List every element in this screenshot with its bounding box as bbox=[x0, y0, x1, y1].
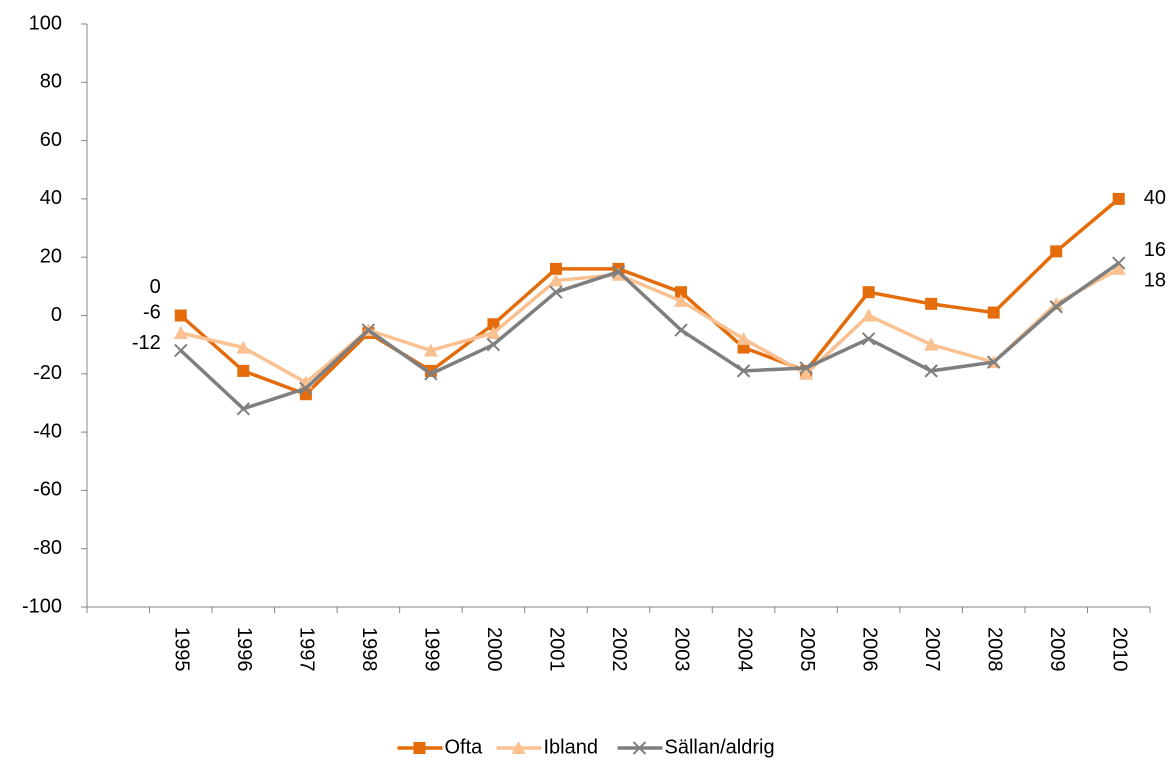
marker bbox=[632, 741, 647, 755]
legend-label: Ibland bbox=[544, 736, 599, 758]
marker bbox=[237, 364, 250, 377]
marker bbox=[1112, 256, 1126, 270]
marker bbox=[1050, 245, 1063, 258]
y-tick-label: -100 bbox=[22, 595, 62, 617]
x-tick-label: 2009 bbox=[1046, 627, 1068, 672]
x-tick-label: 2001 bbox=[546, 627, 568, 672]
marker bbox=[799, 361, 813, 375]
data-label: 18 bbox=[1144, 269, 1166, 291]
marker bbox=[424, 367, 438, 381]
marker bbox=[173, 325, 188, 339]
x-tick-label: 2010 bbox=[1108, 627, 1130, 672]
data-label: 40 bbox=[1144, 187, 1166, 209]
marker bbox=[413, 742, 426, 754]
legend-label: Ofta bbox=[445, 736, 484, 758]
marker bbox=[799, 366, 814, 380]
data-label: 16 bbox=[1144, 239, 1166, 261]
x-tick-label: 2003 bbox=[671, 627, 693, 672]
marker bbox=[549, 262, 562, 275]
marker bbox=[548, 273, 563, 287]
data-label: -12 bbox=[132, 332, 161, 354]
y-tick-label: 0 bbox=[51, 304, 62, 326]
marker bbox=[736, 331, 751, 345]
y-tick-label: 20 bbox=[40, 245, 62, 267]
x-tick-label: 1997 bbox=[296, 627, 318, 672]
marker bbox=[174, 309, 187, 322]
marker bbox=[924, 364, 938, 378]
marker bbox=[611, 267, 626, 281]
x-tick-label: 2005 bbox=[796, 627, 818, 672]
marker bbox=[924, 337, 939, 351]
marker bbox=[987, 306, 1000, 319]
marker bbox=[861, 308, 876, 322]
marker bbox=[674, 323, 688, 337]
x-tick-label: 1999 bbox=[421, 627, 443, 672]
marker bbox=[174, 343, 188, 358]
y-tick-label: 80 bbox=[40, 71, 62, 93]
x-tick-label: 2004 bbox=[733, 627, 755, 672]
data-label: -6 bbox=[143, 301, 161, 323]
x-tick-label: 1998 bbox=[358, 627, 380, 672]
marker bbox=[236, 402, 251, 416]
marker bbox=[986, 355, 1001, 369]
marker bbox=[486, 337, 501, 352]
line bbox=[180, 267, 1120, 385]
line bbox=[179, 261, 1120, 411]
marker bbox=[611, 265, 626, 279]
marker bbox=[1111, 261, 1126, 275]
marker bbox=[487, 318, 500, 331]
y-tick-label: 60 bbox=[40, 129, 62, 151]
marker bbox=[236, 340, 251, 354]
x-tick-label: 2007 bbox=[921, 627, 943, 672]
x-tick-label: 2006 bbox=[858, 627, 880, 672]
y-tick-label: 100 bbox=[29, 12, 62, 34]
x-tick-label: 2008 bbox=[983, 627, 1005, 672]
marker bbox=[925, 297, 938, 310]
legend-label: Sällan/aldrig bbox=[665, 736, 775, 758]
y-tick-label: 40 bbox=[40, 187, 62, 209]
y-tick-label: -60 bbox=[33, 479, 62, 501]
marker bbox=[1049, 296, 1064, 310]
marker bbox=[1049, 300, 1063, 314]
marker bbox=[675, 286, 688, 299]
marker bbox=[862, 286, 875, 299]
series bbox=[174, 192, 1125, 401]
marker bbox=[511, 741, 526, 754]
series bbox=[174, 256, 1126, 416]
marker bbox=[861, 332, 876, 346]
marker bbox=[736, 364, 751, 378]
marker bbox=[674, 293, 689, 307]
marker bbox=[549, 285, 563, 299]
marker bbox=[486, 325, 501, 339]
line bbox=[179, 197, 1120, 397]
y-tick-label: -20 bbox=[33, 362, 62, 384]
marker bbox=[1112, 192, 1125, 205]
data-label: 0 bbox=[150, 276, 161, 298]
y-tick-label: -40 bbox=[33, 420, 62, 442]
y-tick-label: -80 bbox=[33, 537, 62, 559]
marker bbox=[423, 343, 438, 357]
marker bbox=[299, 381, 313, 396]
x-tick-label: 2000 bbox=[483, 627, 505, 672]
x-tick-label: 2002 bbox=[608, 627, 630, 672]
x-tick-label: 1996 bbox=[233, 627, 255, 672]
x-tick-label: 1995 bbox=[171, 627, 193, 672]
marker bbox=[361, 323, 376, 337]
